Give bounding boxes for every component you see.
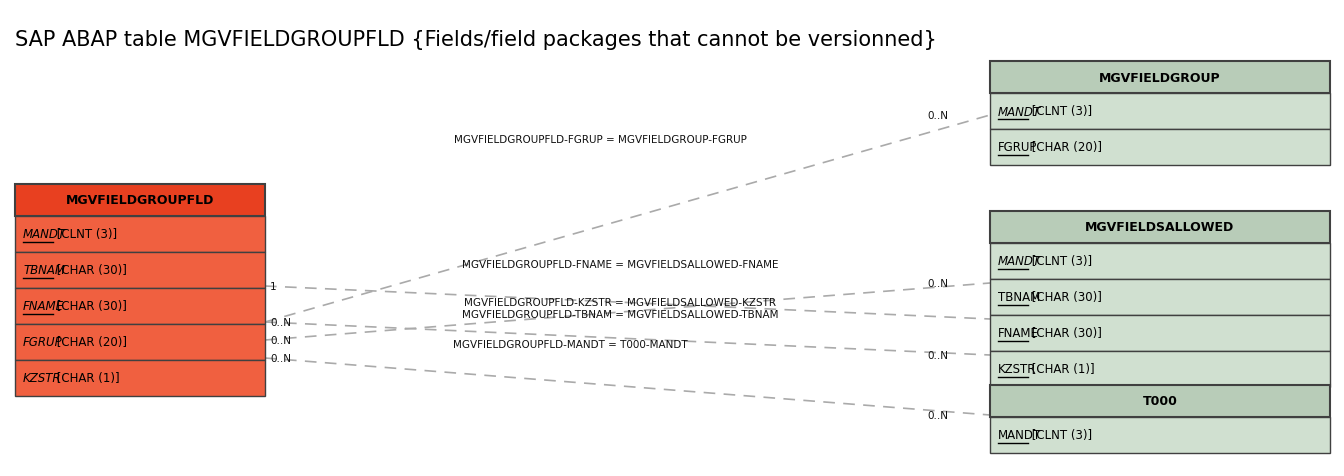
Text: MGVFIELDGROUPFLD-FNAME = MGVFIELDSALLOWED-FNAME: MGVFIELDGROUPFLD-FNAME = MGVFIELDSALLOWE… [462, 259, 778, 269]
Text: T000: T000 [1142, 395, 1177, 407]
Text: FNAME: FNAME [999, 327, 1039, 340]
Text: 0..N: 0..N [270, 317, 292, 327]
Text: FGRUP: FGRUP [23, 336, 63, 349]
Bar [991, 211, 1331, 244]
Text: [CHAR (30)]: [CHAR (30)] [52, 300, 126, 313]
Bar [991, 315, 1331, 351]
Text: FNAME: FNAME [23, 300, 65, 313]
Bar [15, 252, 265, 288]
Text: 0..N: 0..N [927, 111, 948, 121]
Text: MGVFIELDGROUPFLD-MANDT = T000-MANDT: MGVFIELDGROUPFLD-MANDT = T000-MANDT [453, 339, 687, 349]
Text: [CLNT (3)]: [CLNT (3)] [1028, 255, 1093, 268]
Text: MANDT: MANDT [999, 255, 1042, 268]
Text: MGVFIELDGROUPFLD-FGRUP = MGVFIELDGROUP-FGRUP: MGVFIELDGROUPFLD-FGRUP = MGVFIELDGROUP-F… [453, 135, 746, 145]
Text: 0..N: 0..N [927, 350, 948, 360]
Bar [991, 385, 1331, 417]
Text: TBNAM: TBNAM [999, 291, 1040, 304]
Text: MANDT: MANDT [999, 105, 1042, 118]
Text: MGVFIELDGROUPFLD-KZSTR = MGVFIELDSALLOWED-KZSTR: MGVFIELDGROUPFLD-KZSTR = MGVFIELDSALLOWE… [464, 298, 775, 307]
Text: [CHAR (1)]: [CHAR (1)] [52, 372, 120, 385]
Text: [CLNT (3)]: [CLNT (3)] [1028, 428, 1093, 442]
Text: FGRUP: FGRUP [999, 141, 1038, 154]
Text: MGVFIELDGROUP: MGVFIELDGROUP [1099, 71, 1220, 84]
Text: MGVFIELDSALLOWED: MGVFIELDSALLOWED [1086, 221, 1235, 234]
Bar [991, 351, 1331, 387]
Text: 0..N: 0..N [927, 410, 948, 420]
Text: TBNAM: TBNAM [23, 264, 65, 277]
Text: 0..N: 0..N [270, 353, 292, 363]
Bar [15, 217, 265, 252]
Bar [15, 324, 265, 360]
Bar [15, 288, 265, 324]
Text: [CHAR (1)]: [CHAR (1)] [1028, 363, 1094, 376]
Text: MGVFIELDGROUPFLD: MGVFIELDGROUPFLD [66, 194, 214, 207]
Text: MANDT: MANDT [999, 428, 1042, 442]
Bar [15, 185, 265, 217]
Text: 0..N: 0..N [270, 335, 292, 345]
Text: 1: 1 [270, 281, 277, 291]
Bar [991, 244, 1331, 279]
Text: [CHAR (20)]: [CHAR (20)] [1028, 141, 1102, 154]
Bar [15, 360, 265, 396]
Bar [991, 417, 1331, 453]
Bar [991, 130, 1331, 166]
Text: [CHAR (20)]: [CHAR (20)] [52, 336, 126, 349]
Text: [CHAR (30)]: [CHAR (30)] [1028, 327, 1102, 340]
Bar [991, 62, 1331, 94]
Text: SAP ABAP table MGVFIELDGROUPFLD {Fields/field packages that cannot be versionned: SAP ABAP table MGVFIELDGROUPFLD {Fields/… [15, 30, 937, 50]
Text: KZSTR: KZSTR [999, 363, 1036, 376]
Text: [CLNT (3)]: [CLNT (3)] [52, 228, 117, 241]
Text: [CLNT (3)]: [CLNT (3)] [1028, 105, 1093, 118]
Bar [991, 279, 1331, 315]
Text: MANDT: MANDT [23, 228, 66, 241]
Bar [991, 94, 1331, 130]
Text: [CHAR (30)]: [CHAR (30)] [52, 264, 126, 277]
Text: [CHAR (30)]: [CHAR (30)] [1028, 291, 1102, 304]
Text: 0..N: 0..N [927, 278, 948, 288]
Text: KZSTR: KZSTR [23, 372, 62, 385]
Text: MGVFIELDGROUPFLD-TBNAM = MGVFIELDSALLOWED-TBNAM: MGVFIELDGROUPFLD-TBNAM = MGVFIELDSALLOWE… [462, 309, 778, 319]
